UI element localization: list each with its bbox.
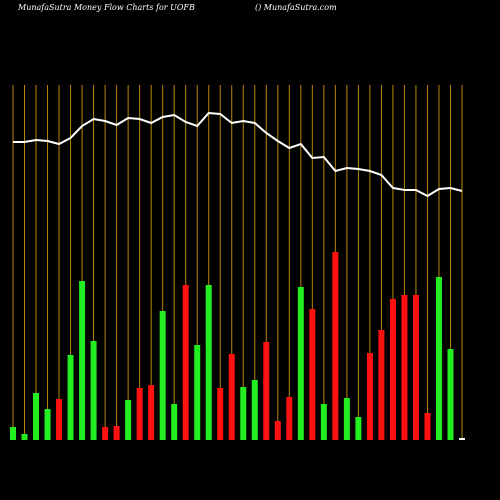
bar [136, 388, 143, 440]
bar [263, 342, 270, 440]
bar [401, 295, 408, 440]
bar [171, 404, 178, 440]
money-flow-line [13, 111, 463, 198]
bar [435, 277, 442, 440]
bar [125, 400, 132, 440]
bar [286, 397, 293, 440]
bar [33, 393, 40, 440]
bar [378, 330, 385, 440]
chart-title: MunafaSutra Money Flow Charts for UOFB [17, 3, 195, 12]
bar [447, 349, 454, 440]
bar [412, 295, 419, 440]
bar [332, 252, 339, 440]
bar [90, 341, 97, 440]
chart-subtitle: () MunafaSutra.com [255, 3, 337, 12]
bar [159, 311, 166, 440]
bar [44, 409, 51, 440]
bar [10, 427, 16, 440]
bar [194, 345, 201, 440]
bar [343, 398, 350, 440]
bar [459, 438, 465, 440]
bar [102, 427, 109, 440]
bar [366, 353, 373, 440]
bar [240, 387, 247, 440]
bar [79, 281, 86, 440]
bar [228, 354, 235, 440]
bar [21, 434, 28, 440]
bar [297, 287, 304, 440]
bar [389, 299, 396, 440]
bar [148, 385, 155, 440]
bar [355, 417, 362, 440]
bar [424, 413, 431, 440]
bar [274, 421, 281, 440]
bar [309, 309, 316, 440]
bar [67, 355, 74, 440]
bar [320, 404, 327, 440]
bar [113, 426, 120, 440]
bar [205, 285, 212, 440]
bar [56, 399, 63, 440]
bar [217, 388, 224, 440]
bar [251, 380, 258, 440]
bar [182, 285, 189, 440]
